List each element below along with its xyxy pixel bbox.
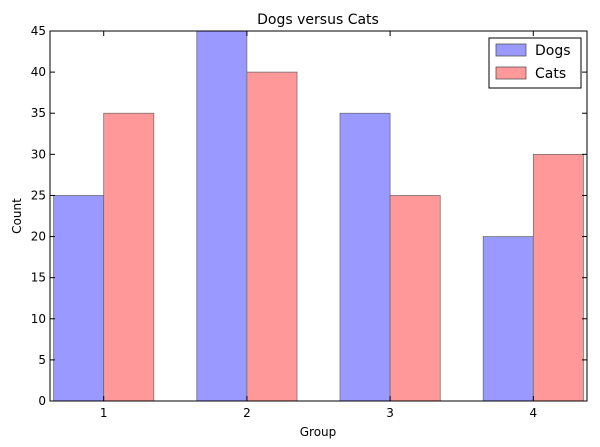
legend-swatch-cats (495, 66, 527, 80)
bar-dogs-4 (482, 236, 534, 402)
x-tick-label: 3 (386, 406, 394, 420)
y-tick-label: 35 (31, 106, 46, 120)
y-tick-label: 40 (31, 65, 46, 79)
y-tick-label: 0 (38, 394, 46, 408)
chart-title: Dogs versus Cats (257, 12, 379, 28)
plot-frame (49, 30, 588, 402)
y-tick-label: 15 (31, 271, 46, 285)
x-tick-label: 2 (243, 406, 251, 420)
x-axis-ticks: 1 2 3 4 (100, 31, 537, 420)
bar-dogs-2 (196, 30, 248, 402)
y-tick-label: 25 (31, 188, 46, 202)
y-tick-label: 45 (31, 24, 46, 38)
x-tick-label: 4 (529, 406, 537, 420)
bar-cats-1 (103, 112, 155, 402)
y-tick-label: 5 (38, 353, 46, 367)
bars-layer (53, 30, 584, 402)
y-tick-label: 10 (31, 312, 46, 326)
y-axis-label: Count (10, 198, 24, 234)
y-axis-ticks: 0 5 10 15 20 25 30 35 40 45 (31, 24, 587, 408)
legend-label-dogs: Dogs (535, 43, 571, 59)
legend-swatch-dogs (495, 43, 527, 57)
bar-cats-4 (532, 153, 584, 402)
legend: Dogs Cats (488, 37, 582, 89)
bar-cats-3 (389, 195, 441, 402)
y-tick-label: 30 (31, 147, 46, 161)
legend-label-cats: Cats (535, 66, 566, 82)
bar-dogs-3 (339, 112, 391, 402)
x-axis-label: Group (300, 425, 337, 439)
x-tick-label: 1 (100, 406, 108, 420)
y-tick-label: 20 (31, 230, 46, 244)
bar-cats-2 (246, 71, 298, 402)
bar-dogs-1 (53, 195, 105, 402)
